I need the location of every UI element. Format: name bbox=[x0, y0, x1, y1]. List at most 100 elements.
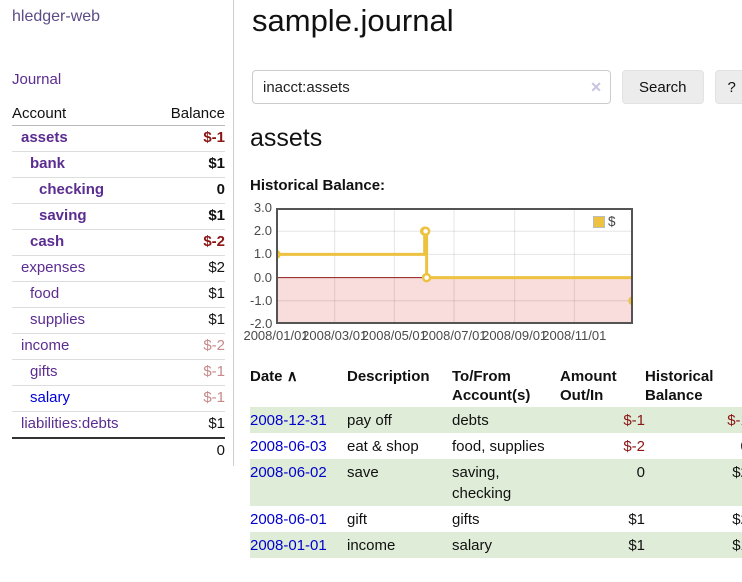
account-link[interactable]: salary bbox=[30, 389, 71, 406]
account-balance: 0 bbox=[153, 177, 225, 204]
register-table: Date ∧ Description To/From Account(s) Am… bbox=[250, 365, 742, 558]
main-content: sample.journal ✕ Search ? assets Histori… bbox=[234, 0, 742, 558]
register-row: 2008-06-03 eat & shop food, supplies $-20 bbox=[250, 433, 742, 459]
account-link[interactable]: liabilities:debts bbox=[21, 415, 119, 432]
account-balance: $-2 bbox=[153, 333, 225, 360]
account-row: salary $-1 bbox=[12, 385, 225, 412]
x-axis-tick-label: 2008/07/01 bbox=[421, 328, 487, 343]
transaction-date-link[interactable]: 2008-06-03 bbox=[250, 437, 327, 455]
transaction-balance: 0 bbox=[645, 433, 742, 459]
transaction-balance: $-1 bbox=[727, 411, 742, 429]
hledger-web-page: hledger-web Journal Account Balance asse… bbox=[0, 0, 742, 558]
accounts-table: Account Balance assets $-1 bank $1 checking 0… bbox=[12, 102, 225, 464]
transaction-accounts: debts bbox=[452, 411, 489, 429]
register-header-date[interactable]: Date ∧ bbox=[250, 365, 347, 407]
account-balance: $-1 bbox=[203, 129, 225, 146]
register-header-date-label: Date bbox=[250, 368, 283, 385]
accounts-total-row: 0 bbox=[12, 437, 225, 464]
account-link[interactable]: supplies bbox=[30, 311, 86, 328]
transaction-balance: $1 bbox=[732, 536, 742, 554]
x-axis-tick-label: 2008/11/01 bbox=[542, 328, 607, 343]
transaction-amount: $-1 bbox=[623, 411, 645, 429]
account-row: saving $1 bbox=[12, 203, 225, 230]
accounts-total-spacer bbox=[12, 437, 154, 464]
sidebar-item-journal[interactable]: Journal bbox=[12, 71, 62, 88]
sidebar-nav: Journal bbox=[12, 26, 225, 88]
account-balance: $2 bbox=[153, 255, 225, 282]
account-balance: $1 bbox=[153, 307, 225, 334]
account-link[interactable]: food bbox=[30, 285, 60, 302]
accounts-header-account: Account bbox=[12, 102, 154, 126]
transaction-description: eat & shop bbox=[347, 437, 419, 455]
transaction-description: save bbox=[347, 463, 379, 481]
account-link[interactable]: checking bbox=[39, 181, 105, 198]
transaction-description: gift bbox=[347, 510, 368, 528]
account-balance: $1 bbox=[153, 151, 225, 178]
account-row: assets $-1 bbox=[12, 126, 225, 152]
account-link[interactable]: assets bbox=[21, 129, 68, 146]
historical-balance-chart: 3.0 2.0 1.0 0.0 -1.0 -2.0 2008/01/01 2008/03/01… bbox=[243, 200, 680, 344]
account-row: expenses $2 bbox=[12, 255, 225, 282]
transaction-description: pay off bbox=[347, 411, 392, 429]
transaction-amount: $-2 bbox=[623, 437, 645, 455]
x-axis-tick-label: 2008/01/01 bbox=[243, 328, 309, 343]
accounts-total-balance: 0 bbox=[153, 437, 225, 464]
account-link[interactable]: cash bbox=[30, 233, 65, 250]
y-axis-tick-label: -2.0 bbox=[250, 316, 273, 331]
account-row: liabilities:debts $1 bbox=[12, 411, 225, 438]
transaction-date-link[interactable]: 2008-12-31 bbox=[250, 411, 327, 429]
sidebar: hledger-web Journal Account Balance asse… bbox=[0, 0, 234, 466]
page-title: sample.journal bbox=[252, 3, 454, 38]
chart-legend: $ bbox=[593, 214, 616, 229]
transaction-date-link[interactable]: 2008-01-01 bbox=[250, 536, 327, 554]
transaction-accounts: saving, checking bbox=[452, 463, 512, 502]
x-axis-tick-label: 2008/09/01 bbox=[482, 328, 548, 343]
account-balance: $-1 bbox=[153, 385, 225, 412]
transaction-date-link[interactable]: 2008-06-01 bbox=[250, 510, 327, 528]
sort-ascending-icon: ∧ bbox=[286, 368, 298, 385]
search-form: ✕ Search ? bbox=[252, 70, 742, 104]
account-balance: $1 bbox=[153, 203, 225, 230]
account-balance: $-1 bbox=[153, 359, 225, 386]
transaction-balance: $2 bbox=[732, 463, 742, 481]
search-input[interactable] bbox=[252, 70, 611, 104]
register-row: 2008-06-02 save saving, checking 0 $2 bbox=[250, 459, 742, 506]
account-link[interactable]: bank bbox=[30, 155, 66, 172]
chart-title: Historical Balance: bbox=[250, 177, 386, 194]
transaction-amount: 0 bbox=[636, 463, 645, 481]
register-header-description: Description bbox=[347, 368, 430, 385]
help-button[interactable]: ? bbox=[714, 70, 742, 104]
transaction-date-link[interactable]: 2008-06-02 bbox=[250, 463, 327, 481]
y-axis-tick-label: 2.0 bbox=[253, 223, 272, 239]
register-row: 2008-12-31 pay off debts $-1 $-1 bbox=[250, 407, 742, 433]
account-link[interactable]: gifts bbox=[30, 363, 58, 380]
transaction-accounts: salary bbox=[452, 536, 493, 554]
account-balance: $1 bbox=[153, 411, 225, 438]
account-row: supplies $1 bbox=[12, 307, 225, 334]
accounts-header-row: Account Balance bbox=[12, 102, 225, 126]
x-axis-tick-label: 2008/03/01 bbox=[302, 328, 368, 343]
accounts-header-balance: Balance bbox=[153, 102, 225, 126]
register-row: 2008-01-01 income salary $1 $1 bbox=[250, 532, 742, 558]
y-axis-tick-label: 3.0 bbox=[253, 200, 272, 215]
search-button[interactable]: Search bbox=[622, 70, 704, 104]
search-input-wrap: ✕ bbox=[252, 70, 611, 104]
account-link[interactable]: expenses bbox=[21, 259, 86, 276]
account-heading: assets bbox=[250, 124, 323, 152]
x-axis-tick-label: 2008/05/01 bbox=[361, 328, 427, 343]
register-row: 2008-06-01 gift gifts $1 $2 bbox=[250, 506, 742, 532]
clear-search-icon[interactable]: ✕ bbox=[590, 79, 602, 95]
account-row: bank $1 bbox=[12, 151, 225, 178]
y-axis-tick-label: 1.0 bbox=[253, 246, 272, 262]
account-link[interactable]: income bbox=[21, 337, 70, 354]
account-row: gifts $-1 bbox=[12, 359, 225, 386]
account-row: food $1 bbox=[12, 281, 225, 308]
account-balance: $-2 bbox=[153, 229, 225, 256]
legend-series-swatch bbox=[593, 215, 605, 228]
y-axis-tick-label: 0.0 bbox=[253, 269, 272, 285]
transaction-description: income bbox=[347, 536, 396, 554]
transaction-accounts: food, supplies bbox=[452, 437, 545, 455]
account-link[interactable]: saving bbox=[39, 207, 87, 224]
transaction-amount: $1 bbox=[628, 510, 645, 528]
app-title-link[interactable]: hledger-web bbox=[12, 8, 101, 25]
